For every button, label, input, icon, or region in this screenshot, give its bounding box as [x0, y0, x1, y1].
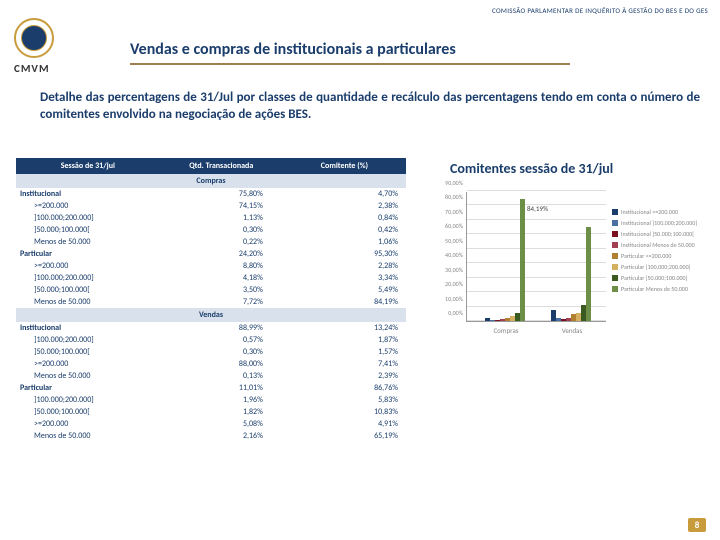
chart-y-label: 20,00% [433, 280, 463, 288]
legend-label: Institucional ]100.000;200.000] [621, 219, 697, 227]
chart-y-label: 50,00% [433, 237, 463, 245]
logo-inner-circle [21, 25, 47, 51]
legend-swatch [612, 275, 618, 281]
table-group-row: Institucional75,80%4,70% [16, 188, 406, 200]
table-group-row: Institucional88,99%13,24% [16, 322, 406, 334]
chart-legend-item: Particular ]100.000;200.000] [612, 263, 697, 271]
table-header-row: Sessão de 31/jul Qtd. Transacionada Comi… [16, 158, 406, 174]
chart-legend-item: Particular ]50.000;100.000[ [612, 274, 697, 282]
chart-legend-item: Institucional Menos de 50.000 [612, 241, 697, 249]
bar-chart: 0,00% 10,00% 20,00% 30,00% 40,00% 50,00% 60,00… [430, 188, 710, 343]
chart-y-label: 60,00% [433, 222, 463, 230]
legend-swatch [612, 220, 618, 226]
chart-legend-item: Institucional >=200.000 [612, 208, 697, 216]
legend-label: Particular Menos de 50.000 [621, 285, 688, 293]
chart-x-label: Compras [485, 326, 527, 335]
chart-title: Comitentes sessão de 31/jul [450, 160, 613, 177]
table-row: Menos de 50.0002,16%65,19% [16, 430, 406, 442]
chart-bar [586, 227, 591, 321]
table-row: ]50.000;100.000[1,82%10,83% [16, 406, 406, 418]
chart-legend-item: Particular Menos de 50.000 [612, 285, 697, 293]
chart-x-label: Vendas [551, 326, 593, 335]
data-table: Sessão de 31/jul Qtd. Transacionada Comi… [16, 158, 406, 442]
table-row: ]100.000;200.000]1,96%5,83% [16, 394, 406, 406]
legend-label: Institucional >=200.000 [621, 208, 678, 216]
table-group-row: Particular11,01%86,76% [16, 382, 406, 394]
table-row: >=200.00074,15%2,38% [16, 200, 406, 212]
data-table-wrap: Sessão de 31/jul Qtd. Transacionada Comi… [16, 158, 406, 442]
legend-label: Institucional ]50.000;100.000[ [621, 230, 694, 238]
legend-swatch [612, 209, 618, 215]
legend-swatch [612, 231, 618, 237]
col-header-session: Sessão de 31/jul [16, 158, 160, 174]
slide-subtitle: Detalhe das percentagens de 31/Jul por c… [40, 90, 700, 124]
legend-swatch [612, 253, 618, 259]
chart-legend-item: Particular >=200.000 [612, 252, 697, 260]
chart-y-label: 90,00% [433, 179, 463, 187]
legend-swatch [612, 264, 618, 270]
legend-label: Particular ]100.000;200.000] [621, 263, 690, 271]
table-row: >=200.00088,00%7,41% [16, 358, 406, 370]
table-row: Menos de 50.0007,72%84,19% [16, 296, 406, 308]
chart-y-label: 10,00% [433, 295, 463, 303]
logo-text: CMVM [14, 62, 50, 75]
table-row: ]50.000;100.000[3,50%5,49% [16, 284, 406, 296]
chart-plot-area: 0,00%10,00%20,00%30,00%40,00%50,00%60,00… [466, 192, 606, 322]
chart-y-label: 80,00% [433, 193, 463, 201]
chart-y-label: 0,00% [433, 309, 463, 317]
legend-label: Institucional Menos de 50.000 [621, 241, 695, 249]
chart-legend: Institucional >=200.000 Institucional ]10… [612, 208, 697, 296]
slide-title: Vendas e compras de institucionais a par… [130, 40, 570, 65]
chart-y-label: 40,00% [433, 251, 463, 259]
col-header-comitente: Comitente (%) [283, 158, 406, 174]
table-section-row: Vendas [16, 308, 406, 322]
chart-y-label: 30,00% [433, 266, 463, 274]
table-section-row: Compras [16, 174, 406, 188]
page-number: 8 [688, 518, 706, 532]
legend-swatch [612, 286, 618, 292]
chart-legend-item: Institucional ]50.000;100.000[ [612, 230, 697, 238]
chart-y-label: 70,00% [433, 208, 463, 216]
chart-legend-item: Institucional ]100.000;200.000] [612, 219, 697, 227]
col-header-qtd: Qtd. Transacionada [160, 158, 283, 174]
document-header: COMISSÃO PARLAMENTAR DE INQUÉRITO À GEST… [492, 6, 720, 15]
legend-label: Particular ]50.000;100.000[ [621, 274, 687, 282]
chart-bar-group [485, 199, 527, 321]
chart-gridline [467, 190, 606, 191]
table-row: ]100.000;200.000]0,57%1,87% [16, 334, 406, 346]
table-row: ]50.000;100.000[0,30%1,57% [16, 346, 406, 358]
chart-callout-label: 84,19% [527, 204, 548, 213]
chart-bar-group [551, 227, 593, 321]
chart-bar [520, 199, 525, 321]
cmvm-logo [14, 18, 54, 58]
table-row: ]100.000;200.000]4,18%3,34% [16, 272, 406, 284]
table-group-row: Particular24,20%95,30% [16, 248, 406, 260]
table-row: Menos de 50.0000,13%2,39% [16, 370, 406, 382]
legend-label: Particular >=200.000 [621, 252, 671, 260]
legend-swatch [612, 242, 618, 248]
table-row: Menos de 50.0000,22%1,06% [16, 236, 406, 248]
table-row: ]50.000;100.000[0,30%0,42% [16, 224, 406, 236]
table-row: >=200.0008,80%2,28% [16, 260, 406, 272]
table-row: >=200.0005,08%4,91% [16, 418, 406, 430]
table-row: ]100.000;200.000]1,13%0,84% [16, 212, 406, 224]
